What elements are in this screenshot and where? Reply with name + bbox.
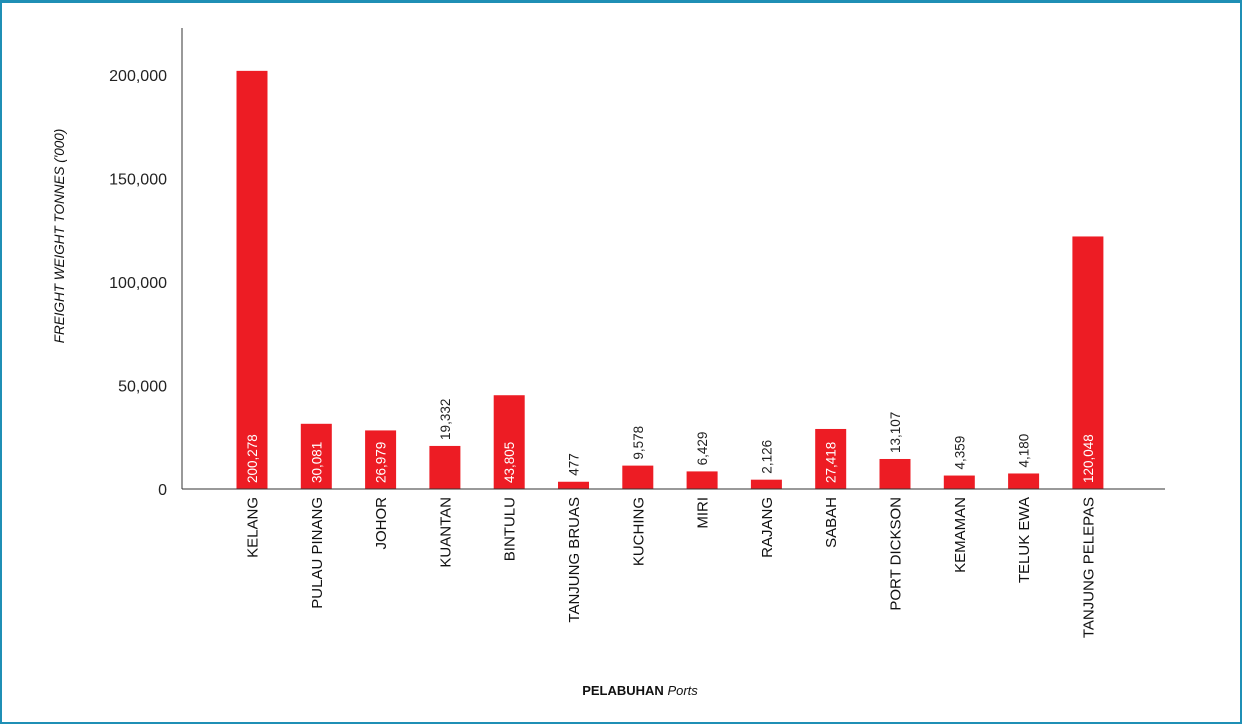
data-label: 27,418	[824, 442, 839, 483]
data-label: 9,578	[631, 426, 646, 460]
bar	[236, 70, 268, 490]
data-label: 200,278	[245, 434, 260, 483]
category-label: KUCHING	[630, 497, 647, 566]
category-label: TELUK EWA	[1016, 497, 1033, 583]
bar	[750, 479, 782, 489]
category-label: BINTULU	[502, 497, 519, 561]
category-label: KEMAMAN	[952, 497, 969, 573]
bar	[622, 465, 654, 489]
data-label: 120,048	[1081, 434, 1096, 483]
category-label: PORT DICKSON	[888, 497, 905, 611]
data-label: 477	[567, 453, 582, 476]
x-axis-title-bold: PELABUHAN	[582, 683, 664, 698]
y-tick-label: 150,000	[109, 172, 167, 189]
y-tick-label: 0	[158, 482, 167, 499]
y-axis-title: FREIGHT WEIGHT TONNES ('000)	[52, 129, 67, 344]
data-label: 19,332	[438, 399, 453, 440]
bar	[815, 428, 847, 489]
data-labels: 200,278 30,081 26,979 19,332 43,805 477 9,578 6…	[245, 399, 1096, 483]
y-tick-labels: 0 50,000 100,000 150,000 200,000	[109, 68, 167, 499]
bar	[943, 475, 975, 489]
bar	[429, 445, 461, 489]
category-labels: KELANG PULAU PINANG JOHOR KUANTAN BINTULU TAN…	[245, 497, 1098, 638]
bars	[236, 70, 1104, 490]
data-label: 26,979	[374, 442, 389, 483]
bar	[558, 481, 589, 489]
category-label: MIRI	[695, 497, 712, 529]
x-axis-title-italic: Ports	[667, 683, 698, 698]
category-label: PULAU PINANG	[309, 497, 326, 609]
bar	[300, 423, 332, 489]
category-label: KUANTAN	[437, 497, 454, 568]
bar	[1008, 473, 1040, 489]
data-label: 4,180	[1017, 434, 1032, 468]
category-label: TANJUNG PELEPAS	[1080, 497, 1097, 638]
category-label: TANJUNG BRUAS	[566, 497, 583, 623]
bar	[879, 458, 911, 489]
bar	[493, 395, 525, 489]
x-axis-title: PELABUHAN Ports	[582, 683, 698, 698]
data-label: 6,429	[695, 432, 710, 466]
category-label: KELANG	[245, 497, 262, 558]
y-tick-label: 200,000	[109, 68, 167, 85]
category-label: RAJANG	[759, 497, 776, 558]
data-label: 30,081	[309, 442, 324, 483]
bar	[1072, 236, 1104, 489]
bar	[365, 430, 397, 489]
category-label: JOHOR	[373, 497, 390, 550]
y-tick-label: 50,000	[118, 379, 167, 396]
data-label: 43,805	[502, 442, 517, 483]
bar	[686, 471, 718, 489]
data-label: 2,126	[759, 440, 774, 474]
category-label: SABAH	[823, 497, 840, 548]
data-label: 4,359	[952, 436, 967, 470]
y-tick-label: 100,000	[109, 275, 167, 292]
data-label: 13,107	[888, 412, 903, 453]
